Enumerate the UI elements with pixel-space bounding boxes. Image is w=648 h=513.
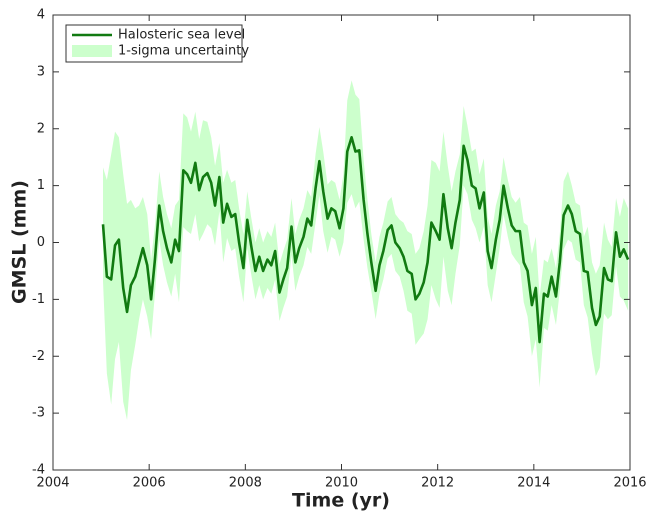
uncertainty-band	[103, 80, 629, 420]
x-tick-label: 2004	[36, 476, 69, 491]
y-tick-label: 1	[37, 178, 45, 193]
y-axis-label: GMSL (mm)	[9, 180, 31, 304]
y-tick-label: -1	[32, 292, 45, 307]
y-tick-label: 2	[37, 121, 45, 136]
x-tick-label: 2008	[229, 476, 262, 491]
x-tick-label: 2006	[133, 476, 166, 491]
x-tick-label: 2010	[325, 476, 358, 491]
legend-label: Halosteric sea level	[118, 28, 245, 43]
y-tick-label: 3	[37, 64, 45, 79]
x-tick-label: 2014	[517, 476, 550, 491]
x-axis-label: Time (yr)	[292, 490, 390, 512]
data-line	[101, 135, 630, 344]
y-tick-label: -2	[32, 349, 45, 364]
legend-swatch	[72, 45, 112, 57]
y-tick-label: -3	[32, 406, 45, 421]
y-tick-label: 0	[37, 235, 45, 250]
x-tick-label: 2016	[613, 476, 646, 491]
x-tick-label: 2012	[421, 476, 454, 491]
y-tick-label: -4	[32, 463, 45, 478]
y-tick-label: 4	[37, 8, 45, 23]
legend-label: 1-sigma uncertainty	[118, 44, 249, 59]
